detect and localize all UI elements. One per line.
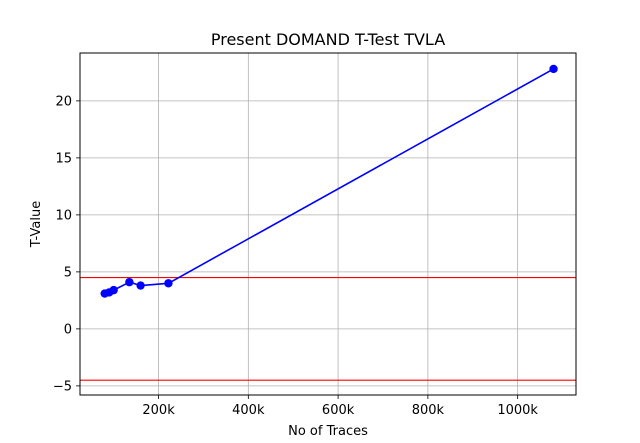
y-tick-label: 20 — [55, 94, 72, 109]
grid — [80, 53, 576, 395]
plot-area — [80, 53, 576, 395]
plot-frame — [79, 52, 577, 396]
x-tick-label: 600k — [322, 403, 355, 418]
y-tick-label: 5 — [64, 265, 72, 280]
data-point — [109, 285, 118, 295]
y-axis-label: T-Value — [29, 201, 44, 248]
x-tick-label: 200k — [142, 403, 175, 418]
series-layer — [100, 64, 558, 298]
x-tick-label: 400k — [232, 403, 265, 418]
data-point — [125, 277, 134, 287]
y-tick-label: 10 — [55, 208, 72, 223]
y-axis: −5 0 5 10 15 20 — [53, 94, 80, 394]
threshold-lines — [80, 276, 576, 381]
y-tick-label: 15 — [55, 151, 72, 166]
x-axis-label: No of Traces — [288, 424, 368, 439]
y-tick-label: −5 — [53, 379, 72, 394]
x-tick-label: 800k — [412, 403, 445, 418]
x-tick-label: 1000k — [497, 403, 538, 418]
data-point — [136, 281, 145, 290]
data-point — [164, 279, 173, 288]
chart-title: Present DOMAND T-Test TVLA — [211, 30, 445, 49]
y-tick-label: 0 — [64, 322, 72, 337]
data-point — [549, 64, 558, 74]
x-axis: 200k 400k 600k 800k 1000k — [142, 395, 538, 418]
